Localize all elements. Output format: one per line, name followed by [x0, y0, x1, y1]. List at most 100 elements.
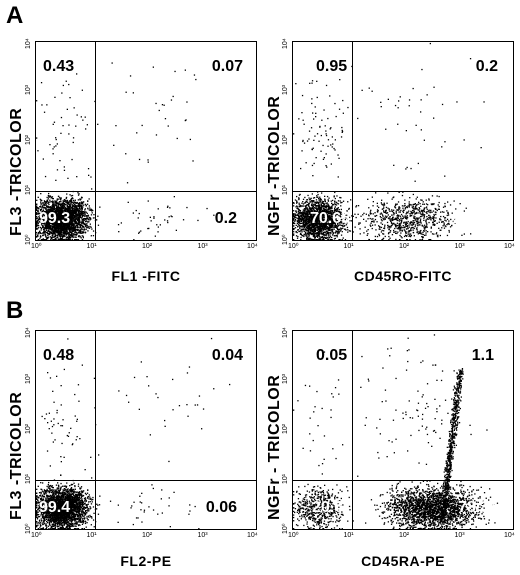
event-point [351, 215, 353, 217]
event-point [45, 209, 48, 211]
event-point [52, 222, 54, 224]
event-point [44, 224, 46, 226]
event-point [78, 207, 80, 210]
event-point [72, 226, 74, 229]
event-point [360, 215, 362, 217]
event-point [50, 210, 52, 212]
event-point [304, 215, 306, 218]
event-point [81, 220, 83, 222]
event-point [62, 228, 65, 230]
event-point [73, 226, 75, 228]
event-point [431, 195, 434, 197]
event-point [78, 217, 80, 219]
event-point [79, 216, 81, 218]
event-point [81, 216, 83, 218]
event-point [336, 231, 338, 233]
event-point [446, 234, 449, 237]
event-point [37, 213, 39, 215]
event-point [43, 200, 46, 202]
event-point [320, 225, 323, 227]
event-point [46, 211, 48, 213]
event-point [294, 227, 297, 229]
event-point [448, 223, 450, 225]
event-point [49, 227, 51, 230]
event-point [66, 206, 68, 208]
event-point [43, 230, 46, 232]
event-point [316, 213, 318, 215]
event-point [423, 210, 425, 212]
event-point [395, 230, 397, 233]
event-point [293, 234, 295, 236]
event-point [55, 212, 57, 215]
event-point [334, 214, 337, 216]
event-point [470, 233, 472, 235]
event-point [57, 209, 59, 212]
event-point [340, 205, 342, 207]
event-point [46, 221, 48, 223]
event-point [166, 206, 169, 208]
event-point [327, 235, 330, 237]
event-point [88, 216, 90, 219]
event-point [36, 199, 38, 201]
event-point [75, 216, 77, 218]
event-point [298, 204, 300, 206]
event-point [339, 212, 341, 215]
event-point [314, 229, 316, 232]
event-point [55, 231, 57, 233]
event-point [298, 198, 300, 201]
event-point [298, 194, 301, 196]
event-point [316, 202, 319, 204]
event-point [75, 228, 77, 230]
event-point [310, 209, 312, 211]
event-point [86, 224, 88, 226]
event-point [334, 220, 336, 222]
event-point [57, 235, 59, 237]
event-point [76, 216, 78, 218]
event-point [312, 206, 314, 208]
event-point [310, 227, 312, 229]
event-point [328, 218, 330, 220]
event-point [65, 196, 68, 199]
event-point [75, 234, 77, 236]
event-point [371, 196, 373, 198]
event-point [46, 231, 48, 234]
event-point [312, 221, 314, 224]
event-point [61, 216, 63, 218]
event-point [324, 228, 327, 231]
event-point [87, 168, 90, 170]
event-point [68, 83, 70, 86]
event-point [395, 225, 397, 227]
event-point [327, 239, 329, 241]
event-point [48, 192, 50, 195]
event-point [305, 211, 307, 213]
event-point [314, 238, 316, 240]
event-point [75, 202, 77, 204]
event-point [54, 214, 56, 216]
event-point [323, 204, 326, 206]
event-point [153, 216, 155, 218]
event-point [352, 215, 354, 217]
event-point [75, 219, 77, 221]
event-point [404, 208, 406, 210]
event-point [56, 234, 58, 237]
event-point [61, 234, 63, 236]
event-point [334, 200, 336, 202]
event-point [48, 226, 50, 228]
event-point [329, 216, 331, 218]
event-point [77, 213, 79, 216]
event-point [398, 226, 400, 228]
event-point [337, 211, 339, 214]
event-point [118, 231, 120, 233]
event-point [294, 217, 296, 219]
event-point [62, 212, 64, 214]
event-point [314, 230, 316, 233]
event-point [317, 215, 319, 217]
event-point [339, 213, 342, 215]
event-point [434, 207, 436, 210]
event-point [393, 212, 395, 215]
event-point [58, 223, 60, 226]
event-point [369, 211, 372, 213]
event-point [45, 201, 47, 203]
event-point [403, 229, 405, 231]
event-point [343, 212, 345, 214]
